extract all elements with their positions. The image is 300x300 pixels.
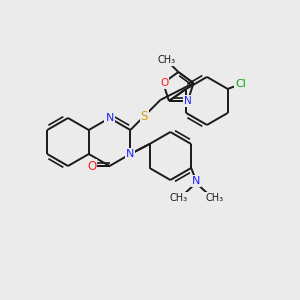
Text: S: S <box>141 110 148 122</box>
Text: N: N <box>192 176 200 186</box>
Text: CH₃: CH₃ <box>169 193 187 203</box>
Text: O: O <box>87 160 96 172</box>
Text: N: N <box>184 96 192 106</box>
Text: Cl: Cl <box>235 79 246 89</box>
Text: N: N <box>126 149 134 159</box>
Text: CH₃: CH₃ <box>205 193 223 203</box>
Text: O: O <box>160 78 168 88</box>
Text: CH₃: CH₃ <box>157 55 176 65</box>
Text: N: N <box>105 113 114 123</box>
